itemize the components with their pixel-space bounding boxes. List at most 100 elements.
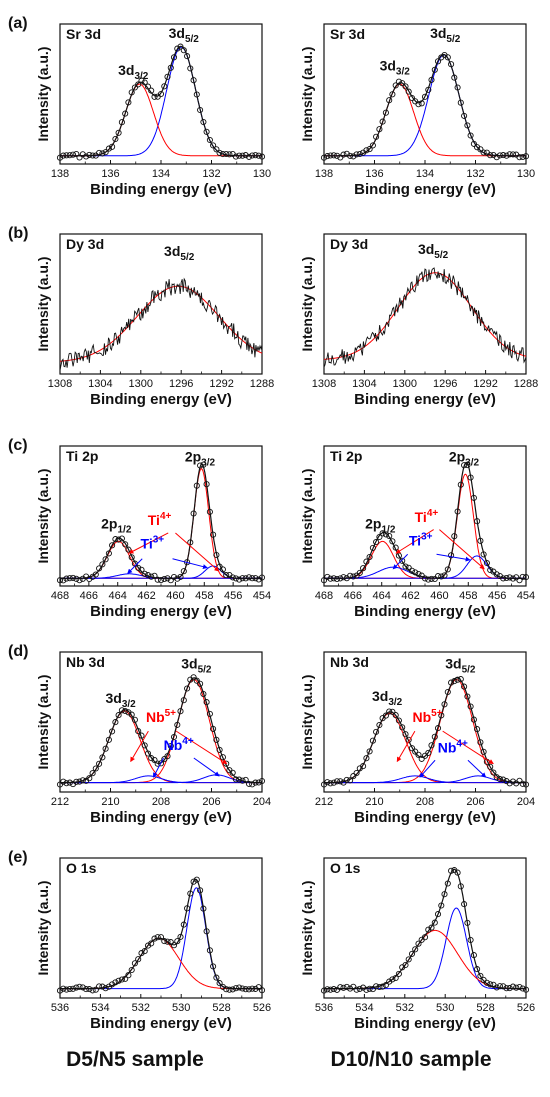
data-point	[516, 983, 523, 991]
data-point	[412, 946, 419, 953]
data-point	[174, 45, 181, 52]
data-point	[395, 78, 402, 85]
x-axis-label: Binding energy (eV)	[90, 181, 232, 198]
data-point	[122, 110, 129, 117]
data-point	[516, 577, 523, 584]
x-tick-label: 138	[315, 168, 333, 180]
data-point	[76, 778, 83, 785]
data-point	[366, 985, 373, 992]
data-point	[164, 575, 171, 582]
xps-panel-10: 536 534 532 530 528 526 Binding energy (eV) Int…	[299, 857, 535, 1032]
data-point	[369, 544, 376, 551]
data-point	[138, 77, 145, 84]
data-point	[200, 690, 207, 698]
data-point	[151, 756, 158, 764]
peak-annotation: 3d3/2	[372, 688, 403, 708]
data-point	[200, 461, 207, 468]
data-point	[138, 566, 145, 573]
panel-title: Sr 3d	[66, 26, 101, 42]
data-point	[138, 950, 145, 957]
data-point	[376, 983, 383, 991]
xps-panel-5: 468 466 464 462 460 458 456 454 Binding energy (…	[8, 437, 271, 620]
data-point	[402, 83, 409, 90]
data-point	[428, 924, 435, 931]
data-point	[522, 986, 530, 993]
data-point	[477, 537, 484, 544]
data-point	[138, 732, 145, 739]
x-tick-label: 462	[401, 590, 419, 602]
component-peak-2	[60, 937, 262, 990]
y-axis-label: Intensity (a.u.)	[299, 257, 315, 352]
y-axis-label: Intensity (a.u.)	[35, 469, 51, 564]
data-point	[203, 928, 210, 935]
data-point	[239, 777, 246, 784]
data-point	[376, 126, 383, 133]
data-point	[170, 733, 178, 741]
data-point	[513, 574, 520, 581]
data-point	[102, 556, 109, 563]
data-point	[356, 569, 363, 576]
x-tick-label: 460	[166, 590, 184, 602]
data-point	[109, 728, 116, 735]
data-point	[232, 985, 239, 992]
data-point	[239, 985, 246, 992]
annotation-subscript: 5/2	[198, 664, 212, 675]
data-point	[216, 746, 223, 753]
xps-panel-2: 138 136 134 132 130 Binding energy (eV) Intens…	[299, 23, 535, 198]
data-point	[223, 986, 230, 993]
data-point	[69, 151, 77, 158]
annotation-arrow	[175, 730, 228, 765]
annotation-base: 3d	[164, 243, 180, 259]
peak-annotation: 2p1/2	[365, 515, 396, 535]
data-point	[184, 685, 191, 692]
x-axis-label: Binding energy (eV)	[90, 391, 232, 408]
x-axis-label: Binding energy (eV)	[90, 603, 232, 620]
x-tick-label: 1296	[169, 378, 193, 390]
data-point	[131, 960, 138, 967]
data-point	[415, 751, 422, 758]
x-tick-label: 132	[466, 168, 484, 180]
peak-annotation: 3d3/2	[118, 62, 149, 82]
data-point	[122, 975, 129, 982]
annotation-base: 3d	[105, 690, 121, 706]
x-axis-label: Binding energy (eV)	[354, 1015, 496, 1032]
panel-title: O 1s	[330, 860, 361, 876]
peak-annotation: Ti4+	[148, 511, 172, 528]
x-tick-label: 464	[373, 590, 391, 602]
data-point	[258, 987, 266, 994]
data-point	[320, 987, 328, 994]
data-point	[509, 778, 517, 785]
data-point	[180, 568, 187, 575]
data-point	[320, 577, 328, 584]
data-point	[389, 976, 396, 983]
data-point	[337, 984, 344, 991]
data-point	[487, 981, 494, 988]
peak-annotation: Nb5+	[412, 708, 442, 725]
x-tick-label: 1300	[393, 378, 417, 390]
annotation-superscript: 4+	[427, 508, 439, 519]
data-point	[451, 533, 458, 540]
panel-title: Nb 3d	[66, 654, 105, 670]
data-point	[180, 921, 187, 928]
data-point	[461, 683, 468, 690]
data-point	[461, 112, 468, 119]
data-point	[239, 575, 246, 582]
data-point	[402, 961, 409, 969]
data-point	[503, 985, 510, 992]
data-point	[223, 150, 230, 158]
data-point	[382, 531, 389, 538]
annotation-base: Nb	[164, 737, 183, 753]
x-tick-label: 456	[488, 590, 506, 602]
data-point	[467, 132, 474, 139]
data-point	[102, 149, 109, 156]
annotation-subscript: 5/2	[180, 252, 194, 263]
data-point	[210, 531, 217, 538]
data-point	[99, 561, 106, 568]
panel-title: Ti 2p	[330, 448, 362, 464]
data-point	[444, 566, 451, 573]
data-point	[161, 938, 168, 945]
data-point	[451, 678, 458, 685]
data-point	[425, 926, 432, 933]
data-point	[386, 708, 393, 715]
